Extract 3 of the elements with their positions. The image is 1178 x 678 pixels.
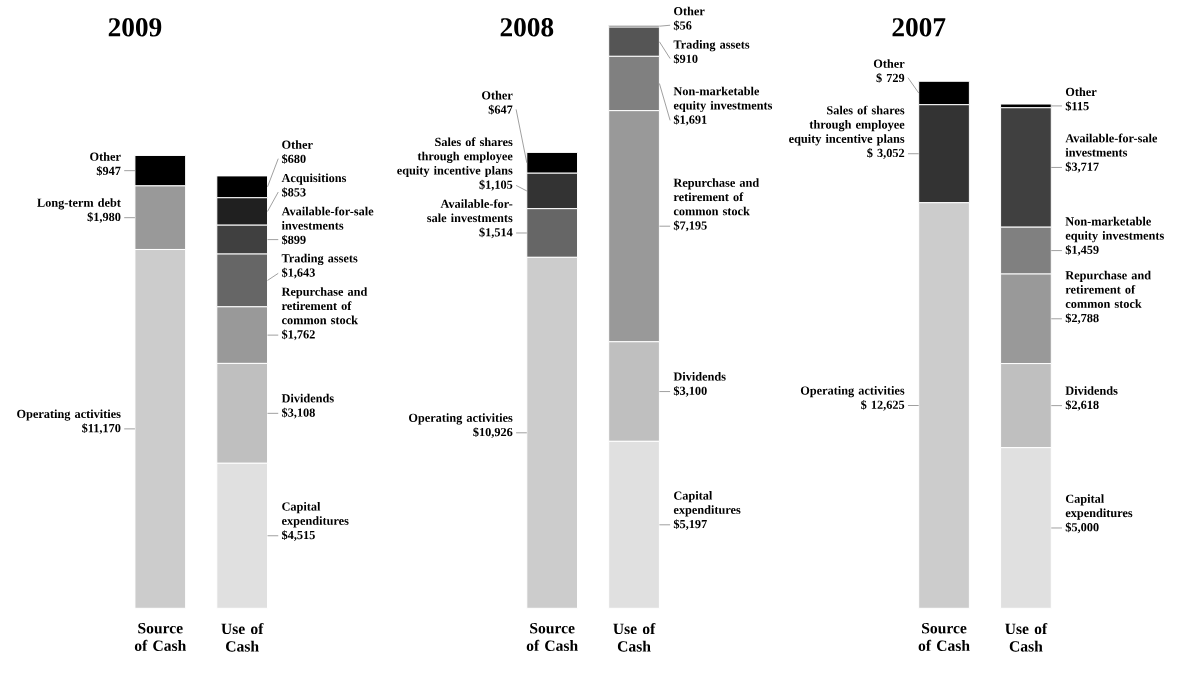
chart-title: 2007 [892,17,946,37]
chart-title: 2008 [500,17,554,37]
chart-title: 2009 [108,17,162,37]
